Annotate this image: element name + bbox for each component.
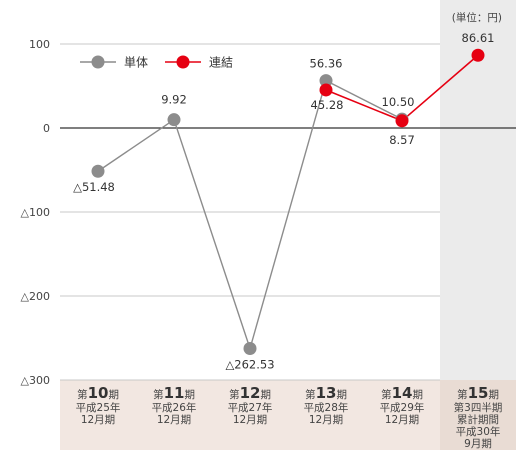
- series-line-segment: [401, 54, 479, 122]
- category-period: 第10期: [77, 384, 119, 402]
- data-label: △51.48: [73, 180, 115, 194]
- series-line-segment: [97, 119, 175, 172]
- legend-label: 連結: [209, 56, 233, 70]
- data-label: 45.28: [311, 98, 344, 112]
- series-lines: [97, 54, 479, 349]
- series-line-segment: [325, 80, 403, 120]
- unit-note: (単位：円): [452, 11, 502, 24]
- category-subline: 平成28年: [304, 401, 349, 414]
- data-label: △262.53: [225, 358, 274, 372]
- data-labels: △51.48 9.92 △262.53 56.36 10.50 45.28 8.57 86.6…: [73, 31, 494, 371]
- category-period: 第12期: [229, 384, 271, 402]
- series-line-segment: [325, 89, 403, 122]
- legend-label: 単体: [124, 56, 148, 70]
- category-subline: 平成29年: [380, 401, 425, 414]
- data-point: [319, 74, 333, 88]
- data-label: 86.61: [462, 31, 495, 45]
- series-line-segment: [249, 80, 327, 349]
- category-subline: 平成27年: [228, 401, 273, 414]
- series-line-segment: [173, 119, 251, 349]
- data-label: 56.36: [310, 57, 343, 71]
- y-tick-label: △300: [21, 374, 50, 387]
- legend-marker: [176, 55, 190, 69]
- category-subline: 累計期間: [457, 413, 499, 426]
- y-tick-label: △100: [21, 206, 50, 219]
- category-subline: 9月期: [464, 438, 492, 450]
- legend: 単体 連結: [80, 55, 233, 70]
- category-subline: 12月期: [233, 414, 267, 426]
- category-subline: 第3四半期: [454, 401, 503, 414]
- category-period: 第13期: [305, 384, 347, 402]
- x-axis-category-labels: 第10期平成25年12月期第11期平成26年12月期第12期平成27年12月期第…: [76, 384, 503, 450]
- category-subline: 平成26年: [152, 401, 197, 414]
- data-point: [91, 164, 105, 178]
- y-tick-label: △200: [21, 290, 50, 303]
- data-point: [319, 83, 333, 97]
- category-period: 第15期: [457, 384, 499, 402]
- category-subline: 平成25年: [76, 401, 121, 414]
- highlight-column-background: [440, 0, 516, 380]
- category-subline: 12月期: [157, 414, 191, 426]
- data-point: [167, 113, 181, 127]
- y-axis-tick-labels: 100 0 △100 △200 △300: [21, 38, 50, 387]
- category-subline: 12月期: [309, 414, 343, 426]
- grid-lines: [60, 43, 516, 381]
- data-label: 8.57: [389, 133, 415, 147]
- legend-marker: [91, 55, 105, 69]
- category-period: 第11期: [153, 384, 195, 402]
- category-subline: 12月期: [81, 414, 115, 426]
- data-label: 9.92: [161, 93, 187, 107]
- data-label: 10.50: [382, 95, 415, 109]
- category-band-highlight: [440, 380, 516, 450]
- category-subline: 平成30年: [456, 425, 501, 438]
- category-period: 第14期: [381, 384, 423, 402]
- y-tick-label: 0: [43, 122, 50, 135]
- series-points: [91, 48, 485, 356]
- data-point: [243, 342, 257, 356]
- y-tick-label: 100: [29, 38, 50, 51]
- data-point: [395, 114, 409, 128]
- category-subline: 12月期: [385, 414, 419, 426]
- data-point: [471, 48, 485, 62]
